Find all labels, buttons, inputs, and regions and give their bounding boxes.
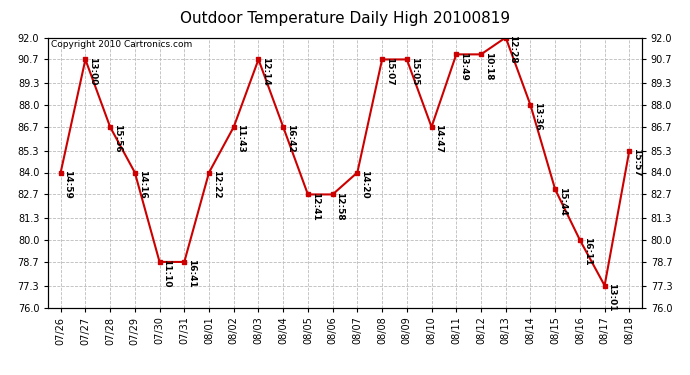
Text: 14:59: 14:59 <box>63 170 72 199</box>
Text: 13:36: 13:36 <box>533 102 542 131</box>
Text: 16:41: 16:41 <box>187 259 196 288</box>
Text: 13:49: 13:49 <box>459 52 468 81</box>
Text: Outdoor Temperature Daily High 20100819: Outdoor Temperature Daily High 20100819 <box>180 11 510 26</box>
Text: 10:18: 10:18 <box>484 52 493 80</box>
Text: 12:58: 12:58 <box>335 192 344 220</box>
Text: 13:01: 13:01 <box>607 283 616 311</box>
Text: 11:10: 11:10 <box>162 259 171 288</box>
Text: 16:42: 16:42 <box>286 124 295 153</box>
Text: 15:44: 15:44 <box>558 187 567 216</box>
Text: 16:11: 16:11 <box>582 237 591 266</box>
Text: Copyright 2010 Cartronics.com: Copyright 2010 Cartronics.com <box>51 40 193 49</box>
Text: 15:07: 15:07 <box>385 57 394 85</box>
Text: 14:47: 14:47 <box>434 124 443 153</box>
Text: 12:22: 12:22 <box>212 170 221 198</box>
Text: 14:16: 14:16 <box>137 170 146 198</box>
Text: 11:43: 11:43 <box>237 124 246 153</box>
Text: 12:41: 12:41 <box>310 192 319 220</box>
Text: 15:56: 15:56 <box>113 124 122 153</box>
Text: 15:05: 15:05 <box>410 57 419 85</box>
Text: 14:20: 14:20 <box>360 170 369 198</box>
Text: 15:57: 15:57 <box>632 148 641 177</box>
Text: 12:14: 12:14 <box>262 57 270 86</box>
Text: 13:00: 13:00 <box>88 57 97 85</box>
Text: 12:28: 12:28 <box>509 35 518 63</box>
